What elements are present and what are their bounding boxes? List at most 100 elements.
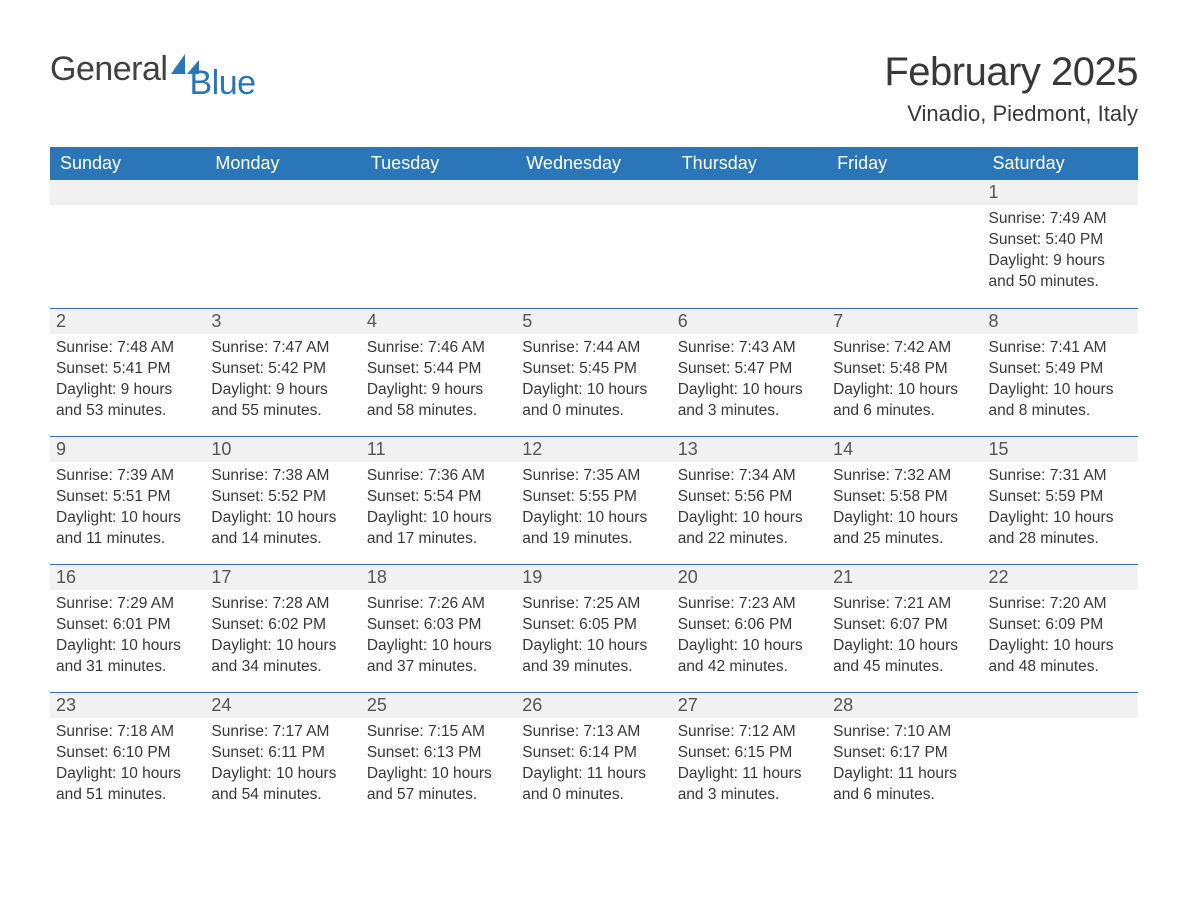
day-sunrise: Sunrise: 7:18 AM <box>56 722 199 743</box>
calendar-week-row: 16Sunrise: 7:29 AMSunset: 6:01 PMDayligh… <box>50 564 1138 692</box>
calendar-table: Sunday Monday Tuesday Wednesday Thursday… <box>50 147 1138 820</box>
calendar-cell: 6Sunrise: 7:43 AMSunset: 5:47 PMDaylight… <box>672 308 827 436</box>
day-number: 28 <box>827 692 982 718</box>
day-sunrise: Sunrise: 7:20 AM <box>989 594 1132 615</box>
day-number: 6 <box>672 308 827 334</box>
day-number: 22 <box>983 564 1138 590</box>
day-number: 23 <box>50 692 205 718</box>
day-daylight1: Daylight: 10 hours <box>56 508 199 529</box>
day-daylight1: Daylight: 10 hours <box>989 636 1132 657</box>
calendar-cell: 4 Sunrise: 7:46 AMSunset: 5:44 PMDaylight… <box>361 308 516 436</box>
calendar-cell <box>516 180 671 308</box>
day-daylight2: and 48 minutes. <box>989 657 1132 678</box>
day-sunrise: Sunrise: 7:25 AM <box>522 594 665 615</box>
day-number: 16 <box>50 564 205 590</box>
calendar-cell: 18Sunrise: 7:26 AMSunset: 6:03 PMDayligh… <box>361 564 516 692</box>
day-daylight2: and 50 minutes. <box>989 272 1132 293</box>
day-sunrise: Sunrise: 7:47 AM <box>211 338 354 359</box>
calendar-cell: 20Sunrise: 7:23 AMSunset: 6:06 PMDayligh… <box>672 564 827 692</box>
day-sunrise: Sunrise: 7:21 AM <box>833 594 976 615</box>
weekday-header: Thursday <box>672 147 827 180</box>
day-daylight2: and 19 minutes. <box>522 529 665 550</box>
day-daylight2: and 45 minutes. <box>833 657 976 678</box>
day-daylight1: Daylight: 10 hours <box>678 636 821 657</box>
day-daylight1: Daylight: 10 hours <box>678 508 821 529</box>
calendar-cell: 21Sunrise: 7:21 AMSunset: 6:07 PMDayligh… <box>827 564 982 692</box>
day-number <box>50 180 205 205</box>
calendar-week-row: 23 Sunrise: 7:18 AMSunset: 6:10 PM Dayligh… <box>50 692 1138 820</box>
day-daylight2: and 22 minutes. <box>678 529 821 550</box>
weekday-header: Friday <box>827 147 982 180</box>
calendar-cell: 27Sunrise: 7:12 AMSunset: 6:15 PMDayligh… <box>672 692 827 820</box>
day-sunset: Sunset: 5:59 PM <box>989 487 1132 508</box>
day-daylight1: Daylight: 10 hours <box>989 380 1132 401</box>
day-daylight1: Daylight: 11 hours <box>678 764 821 785</box>
day-number: 19 <box>516 564 671 590</box>
day-number: 26 <box>516 692 671 718</box>
day-sunset: Sunset: 5:42 PM <box>211 359 354 380</box>
calendar-cell: 19Sunrise: 7:25 AMSunset: 6:05 PMDayligh… <box>516 564 671 692</box>
calendar-cell <box>827 180 982 308</box>
day-sunset: Sunset: 6:11 PM <box>211 743 354 764</box>
day-sunrise: Sunrise: 7:13 AM <box>522 722 665 743</box>
day-number: 18 <box>361 564 516 590</box>
day-daylight2: and 31 minutes. <box>56 657 199 678</box>
day-sunrise: Sunrise: 7:10 AM <box>833 722 976 743</box>
day-number: 25 <box>361 692 516 718</box>
day-number: 17 <box>205 564 360 590</box>
day-number: 4 <box>361 308 516 334</box>
day-sunrise: Sunrise: 7:41 AM <box>989 338 1132 359</box>
day-sunset: Sunset: 5:49 PM <box>989 359 1132 380</box>
calendar-cell: 11Sunrise: 7:36 AMSunset: 5:54 PMDayligh… <box>361 436 516 564</box>
day-sunrise: Sunrise: 7:23 AM <box>678 594 821 615</box>
day-daylight2: and 11 minutes. <box>56 529 199 550</box>
day-daylight1: Daylight: 10 hours <box>522 380 665 401</box>
calendar-week-row: 2Sunrise: 7:48 AMSunset: 5:41 PMDaylight… <box>50 308 1138 436</box>
day-sunset: Sunset: 5:44 PM <box>367 359 510 380</box>
calendar-cell: 25Sunrise: 7:15 AMSunset: 6:13 PMDayligh… <box>361 692 516 820</box>
calendar-cell <box>50 180 205 308</box>
calendar-cell: 7Sunrise: 7:42 AMSunset: 5:48 PMDaylight… <box>827 308 982 436</box>
day-sunrise: Sunrise: 7:31 AM <box>989 466 1132 487</box>
calendar-cell: 8Sunrise: 7:41 AMSunset: 5:49 PMDaylight… <box>983 308 1138 436</box>
calendar-cell <box>361 180 516 308</box>
day-number: 9 <box>50 436 205 462</box>
day-number <box>361 180 516 205</box>
day-daylight1: Daylight: 10 hours <box>211 636 354 657</box>
calendar-cell: 5Sunrise: 7:44 AMSunset: 5:45 PMDaylight… <box>516 308 671 436</box>
calendar-cell: 2Sunrise: 7:48 AMSunset: 5:41 PMDaylight… <box>50 308 205 436</box>
day-number: 2 <box>50 308 205 334</box>
weekday-header: Sunday <box>50 147 205 180</box>
day-sunrise: Sunrise: 7:15 AM <box>367 722 510 743</box>
day-daylight1: Daylight: 10 hours <box>989 508 1132 529</box>
day-sunset: Sunset: 6:15 PM <box>678 743 821 764</box>
day-daylight2: and 51 minutes. <box>56 785 199 806</box>
logo-text-1: General <box>50 50 167 89</box>
day-number: 12 <box>516 436 671 462</box>
day-daylight2: and 3 minutes. <box>678 785 821 806</box>
day-daylight1: Daylight: 9 hours <box>367 380 510 401</box>
day-daylight2: and 6 minutes. <box>833 785 976 806</box>
calendar-cell: 10Sunrise: 7:38 AMSunset: 5:52 PMDayligh… <box>205 436 360 564</box>
day-daylight1: Daylight: 11 hours <box>833 764 976 785</box>
day-sunrise: Sunrise: 7:48 AM <box>56 338 199 359</box>
day-number: 20 <box>672 564 827 590</box>
day-number: 27 <box>672 692 827 718</box>
day-sunrise: Sunrise: 7:32 AM <box>833 466 976 487</box>
day-daylight1: Daylight: 10 hours <box>211 764 354 785</box>
day-number: 5 <box>516 308 671 334</box>
day-sunrise: Sunrise: 7:46 AM <box>367 338 510 359</box>
day-sunset: Sunset: 5:47 PM <box>678 359 821 380</box>
day-number: 24 <box>205 692 360 718</box>
day-sunset: Sunset: 6:10 PM <box>56 743 199 764</box>
day-daylight2: and 57 minutes. <box>367 785 510 806</box>
day-daylight1: Daylight: 10 hours <box>833 508 976 529</box>
day-daylight1: Daylight: 10 hours <box>522 636 665 657</box>
day-sunset: Sunset: 5:52 PM <box>211 487 354 508</box>
day-sunset: Sunset: 5:51 PM <box>56 487 199 508</box>
day-sunrise: Sunrise: 7:43 AM <box>678 338 821 359</box>
calendar-cell: 16Sunrise: 7:29 AMSunset: 6:01 PMDayligh… <box>50 564 205 692</box>
day-sunset: Sunset: 5:48 PM <box>833 359 976 380</box>
calendar-cell: 22Sunrise: 7:20 AMSunset: 6:09 PMDayligh… <box>983 564 1138 692</box>
calendar-cell: 17Sunrise: 7:28 AMSunset: 6:02 PMDayligh… <box>205 564 360 692</box>
